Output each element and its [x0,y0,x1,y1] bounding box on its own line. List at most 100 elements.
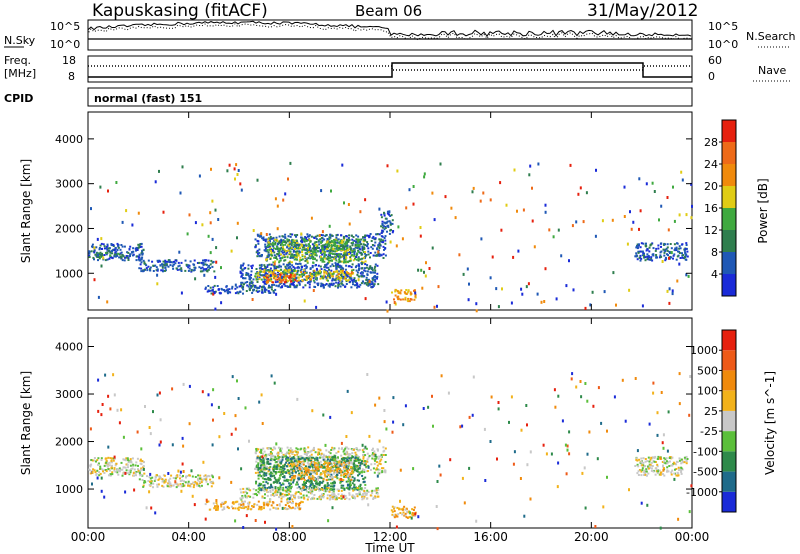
velocity-cell [269,491,272,493]
velocity-cell [342,456,344,459]
power-cell [246,284,249,287]
power-cell [198,174,201,178]
power-cell [376,277,378,280]
power-cell [97,259,99,262]
power-cell [328,238,331,241]
velocity-cell [284,455,287,458]
velocity-cell [269,447,272,450]
velocity-cell [310,486,313,489]
velocity-cell [322,463,325,465]
power-cell [347,239,350,243]
velocity-cell [271,486,274,489]
velocity-cell [336,460,339,463]
velocity-cell [336,477,339,480]
velocity-cell [360,487,363,490]
velocity-cell [279,494,282,497]
power-cell [352,248,355,251]
velocity-cell [181,479,184,482]
n-search-label: N.Search [746,30,796,43]
velocity-cell [343,459,346,462]
velocity-cell [330,493,333,496]
power-cell [106,248,109,251]
velocity-cell [311,483,314,486]
velocity-cell [317,448,320,451]
power-cell [327,266,330,269]
power-cell [132,247,135,250]
velocity-cell [300,474,303,477]
velocity-cell [636,463,639,466]
power-cell [267,241,270,244]
power-cell [397,295,400,298]
power-cell [281,285,284,288]
velocity-cell [356,487,359,489]
velocity-cell [255,448,258,450]
power-cell [384,217,387,220]
power-cell [342,235,345,239]
power-cell [265,269,268,272]
velocity-cell [246,487,249,490]
velocity-cell [255,460,258,463]
power-cell [298,274,301,276]
velocity-cell [215,507,218,510]
velocity-cell [276,504,279,507]
power-cell [140,242,143,245]
beam-title: Beam 06 [355,2,422,20]
velocity-cell [373,471,376,474]
power-cell [242,288,245,291]
power-cell [531,186,533,190]
power-cell [353,250,356,253]
power-cell [118,256,121,259]
power-cell [380,213,383,216]
power-cell [351,281,354,283]
power-cell [374,280,377,283]
power-cell [291,233,294,236]
velocity-cell [347,467,349,470]
power-cell [310,253,313,255]
power-cell [629,210,631,214]
power-cell [685,242,688,245]
velocity-cell [325,449,328,452]
power-cell [290,242,293,245]
velocity-cell [97,457,100,460]
velocity-cell [262,488,265,491]
power-cell [278,249,281,252]
power-cell [368,236,371,239]
power-cell [315,254,318,257]
power-cell [389,229,392,232]
velocity-cell [289,494,292,497]
power-cell [152,270,155,272]
power-cell [264,287,266,290]
power-cell [283,251,286,254]
velocity-cell [358,479,360,482]
velocity-cell [312,447,315,450]
power-cell [646,253,649,256]
velocity-cell [320,493,323,496]
velocity-cell [291,506,294,509]
power-cell [297,279,300,282]
velocity-cell [352,466,355,469]
power-colorbar-swatch [722,120,736,142]
power-cell [340,274,343,276]
power-cell [239,290,242,293]
power-cell [275,248,278,251]
power-cell [326,250,329,253]
sky-noise-panel: N.Sky 10^5 10^0 10^5 10^0 N.Search [4,19,796,51]
power-cell [357,257,360,260]
power-cell [292,241,295,243]
velocity-cell [268,500,271,503]
velocity-cell [277,452,280,455]
power-cell [404,296,407,299]
power-cell [510,301,513,305]
velocity-cell [274,486,277,489]
velocity-cell [349,459,352,462]
velocity-cell [371,452,374,454]
power-cell [402,298,405,301]
power-cell [342,255,345,258]
velocity-cell [356,455,359,457]
power-cell [265,274,268,277]
power-cell [306,239,309,242]
velocity-cell [349,481,352,484]
velocity-cell [376,464,379,467]
power-cell [248,283,251,286]
power-cell [389,240,392,244]
